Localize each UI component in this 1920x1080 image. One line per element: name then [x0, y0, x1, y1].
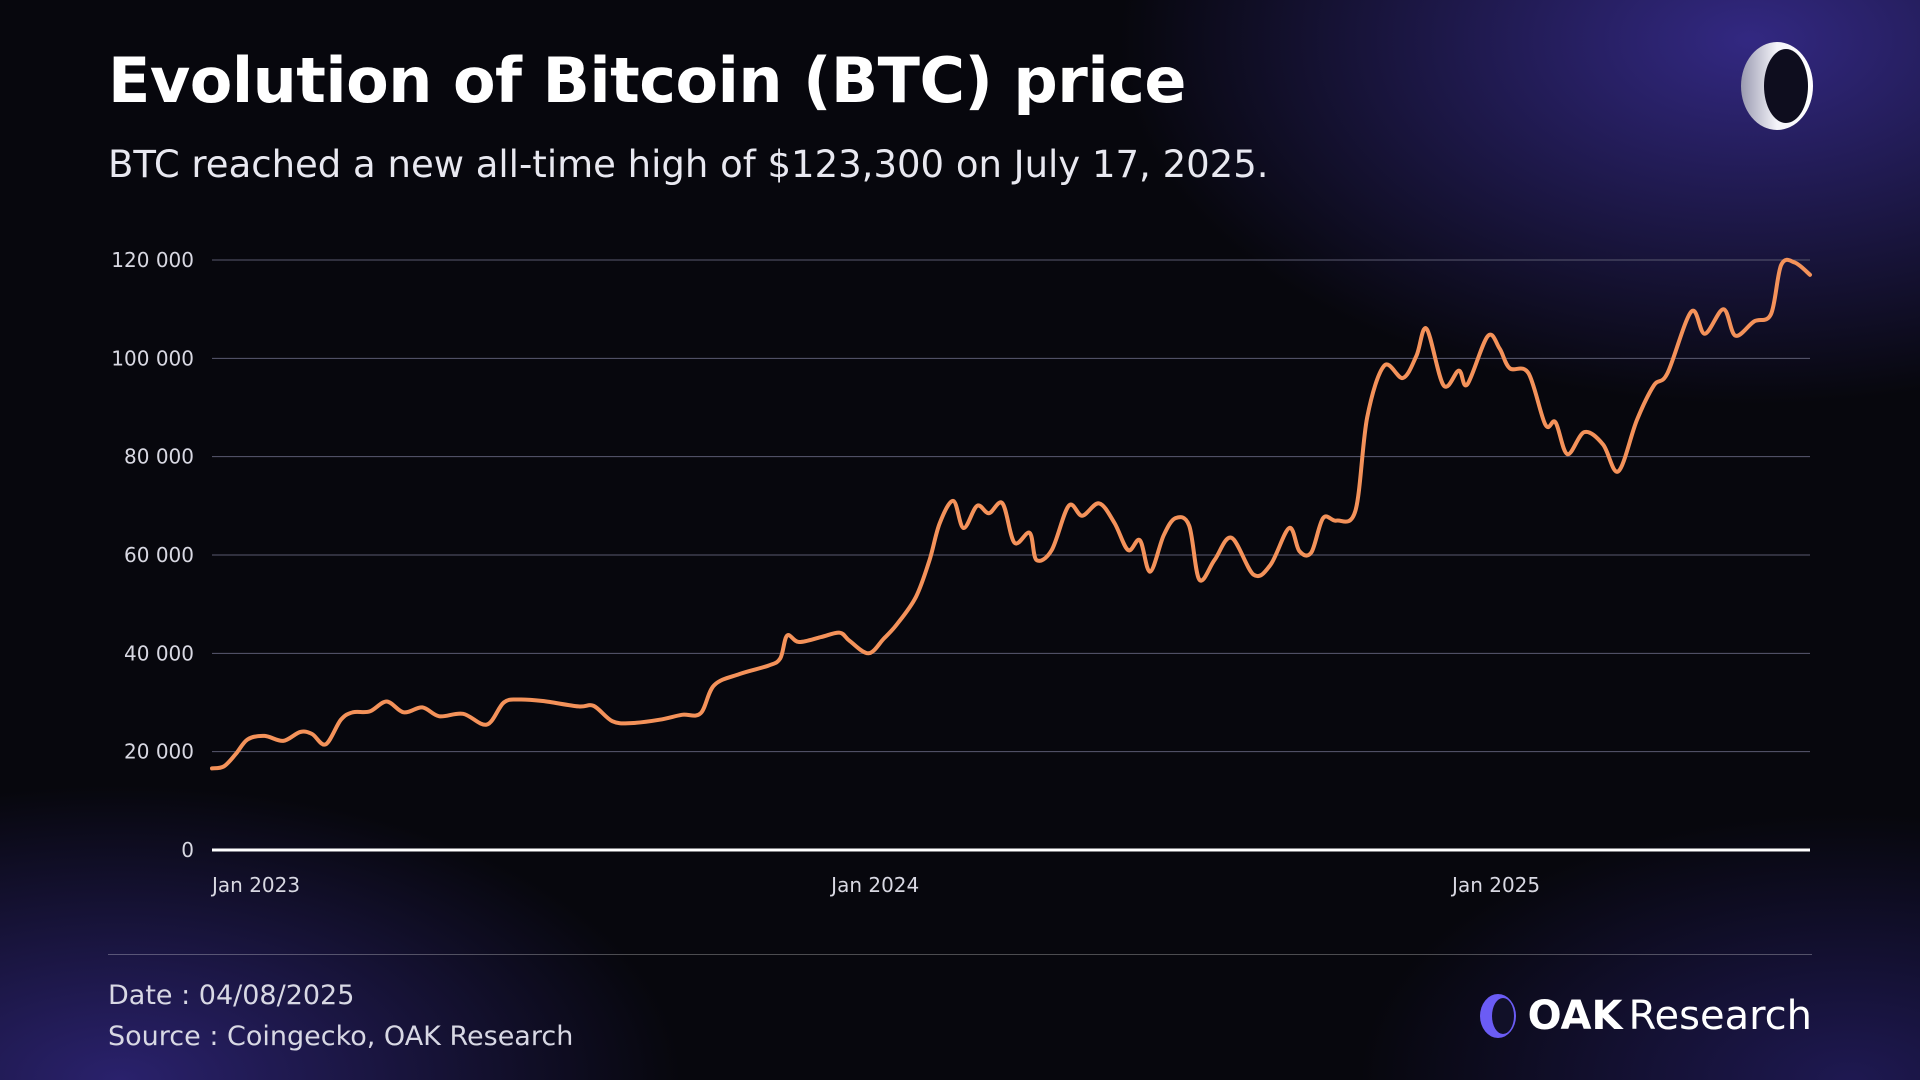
footer-date: Date : 04/08/2025 [108, 980, 355, 1011]
grid-lines [212, 259, 1810, 753]
footer-divider [108, 954, 1812, 955]
footer-source: Source : Coingecko, OAK Research [108, 1021, 574, 1052]
y-tick-label: 0 [181, 838, 194, 862]
oak-logo-icon [1741, 42, 1813, 130]
x-tick-label: Jan 2023 [210, 873, 300, 897]
btc-price-line [210, 257, 1812, 771]
chart-subtitle: BTC reached a new all-time high of $123,… [108, 143, 1269, 186]
y-tick-label: 80 000 [124, 445, 194, 469]
y-tick-label: 60 000 [124, 543, 194, 567]
y-tick-label: 20 000 [124, 740, 194, 764]
y-tick-label: 100 000 [111, 346, 194, 370]
y-tick-label: 40 000 [124, 641, 194, 665]
brand-logo: OAK Research [1476, 990, 1812, 1042]
x-tick-label: Jan 2025 [1450, 873, 1540, 897]
x-axis-labels: Jan 2023 Jan 2024 Jan 2025 [210, 873, 1540, 897]
chart-title: Evolution of Bitcoin (BTC) price [108, 44, 1186, 117]
y-tick-label: 120 000 [111, 248, 194, 272]
oak-mark-icon [1479, 994, 1516, 1038]
brand-name-strong: OAK [1527, 993, 1623, 1039]
x-tick-label: Jan 2024 [829, 873, 919, 897]
y-axis-labels: 0 20 000 40 000 60 000 80 000 100 000 120 000 [111, 248, 194, 862]
brand-name-light: Research [1628, 993, 1812, 1039]
